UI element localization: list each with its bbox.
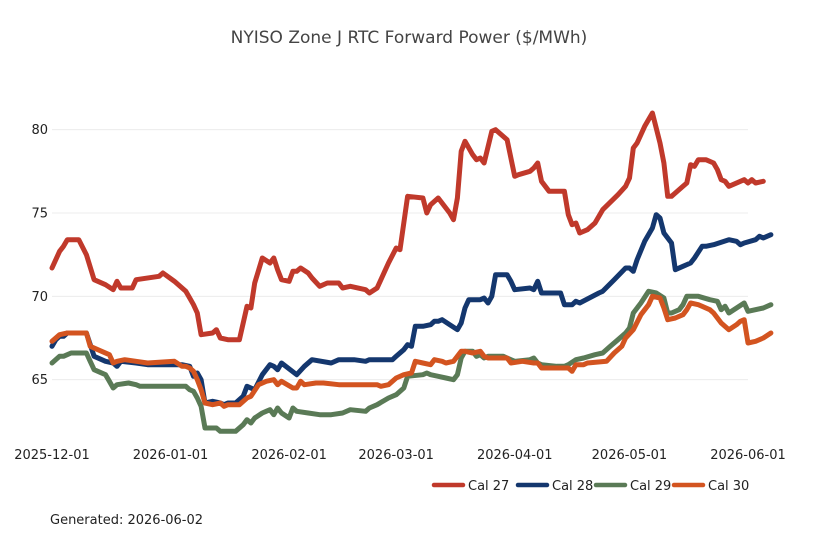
- x-tick-label: 2026-05-01: [592, 448, 668, 463]
- legend-item: Cal 28: [515, 479, 593, 494]
- series-line-cal-30: [49, 293, 774, 409]
- generated-note: Generated: 2026-06-02: [50, 513, 204, 528]
- y-tick-label: 65: [31, 373, 48, 388]
- series-lines: [49, 110, 774, 434]
- x-tick-label: 2025-12-01: [14, 448, 90, 463]
- x-tick-label: 2026-02-01: [251, 448, 327, 463]
- x-tick-label: 2026-01-01: [133, 448, 209, 463]
- legend-item: Cal 29: [593, 479, 671, 494]
- grid-lines: [52, 129, 748, 381]
- y-tick-label: 80: [31, 123, 48, 138]
- legend-label: Cal 27: [468, 479, 509, 494]
- series-line-cal-27: [49, 110, 766, 343]
- legend-item: Cal 27: [431, 479, 509, 494]
- legend-item: Cal 30: [671, 479, 749, 494]
- x-axis-ticks: 2025-12-01 2026-01-01 2026-02-01 2026-03-01…: [14, 448, 786, 463]
- chart-title: NYISO Zone J RTC Forward Power ($/MWh): [230, 28, 588, 48]
- x-tick-label: 2026-03-01: [358, 448, 434, 463]
- y-axis-ticks: 65 70 75 80: [31, 123, 48, 388]
- y-tick-label: 70: [31, 290, 48, 305]
- legend-label: Cal 28: [552, 479, 593, 494]
- y-tick-label: 75: [31, 207, 48, 222]
- x-tick-label: 2026-04-01: [477, 448, 553, 463]
- legend-label: Cal 30: [708, 479, 749, 494]
- legend: Cal 27 Cal 28 Cal 29 Cal 30: [431, 479, 749, 494]
- legend-label: Cal 29: [630, 479, 671, 494]
- series-line-cal-28: [49, 212, 774, 408]
- x-tick-label: 2026-06-01: [710, 448, 786, 463]
- series-line-cal-29: [49, 288, 774, 434]
